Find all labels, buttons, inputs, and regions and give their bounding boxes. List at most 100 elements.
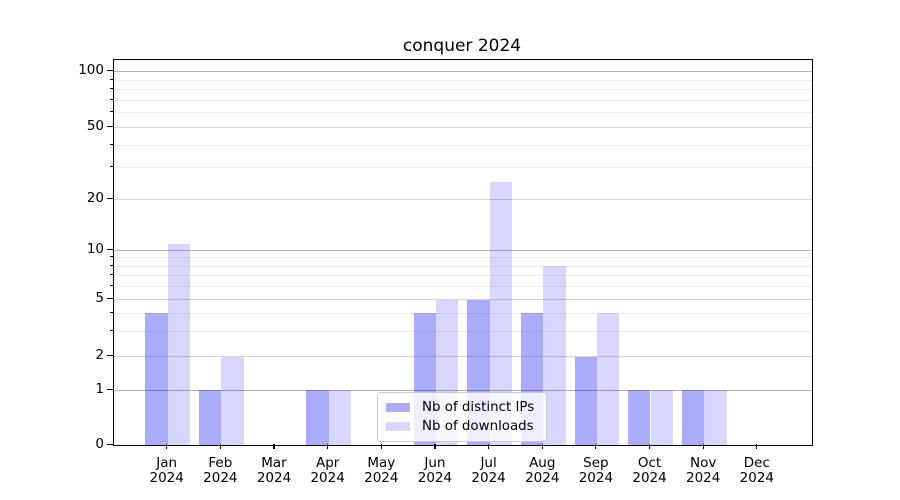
bar-downloads — [650, 390, 673, 445]
chart-title: conquer 2024 — [402, 36, 522, 56]
x-tick-month: Jun — [424, 455, 446, 471]
x-tick-year: 2024 — [149, 469, 184, 486]
x-tick-label: Mar 2024 — [237, 456, 311, 485]
x-tick-year: 2024 — [578, 469, 614, 486]
x-tick-label: Jul 2024 — [452, 456, 526, 485]
x-tick-month: Apr — [315, 455, 340, 471]
x-tick-label: Nov 2024 — [666, 456, 740, 485]
x-tick-label: Jan 2024 — [130, 456, 204, 485]
minor-gridline — [114, 257, 812, 259]
plot-area — [113, 59, 813, 446]
minor-gridline — [114, 99, 812, 101]
y-tick-label: 5 — [95, 290, 104, 306]
x-tick-month: Jan — [156, 455, 178, 471]
x-tick-year: 2024 — [256, 469, 292, 486]
x-tick-label: Sep 2024 — [559, 456, 633, 485]
x-tick-year: 2024 — [686, 469, 721, 486]
x-tick-year: 2024 — [525, 469, 560, 486]
bar-downloads — [328, 390, 351, 445]
y-tickmark — [107, 355, 113, 357]
minor-gridline — [114, 312, 812, 314]
y-minor-tickmark — [110, 329, 113, 331]
y-tickmark — [107, 70, 113, 72]
x-tick-label: Aug 2024 — [505, 456, 579, 485]
x-tick-label: Apr 2024 — [291, 456, 365, 485]
bar-downloads — [543, 266, 566, 445]
y-tick-label: 2 — [95, 347, 104, 363]
bar-downloads — [489, 182, 512, 445]
gridline — [114, 199, 812, 200]
x-tick-month: Oct — [637, 455, 662, 471]
minor-gridline — [114, 112, 812, 114]
x-tick-year: 2024 — [310, 469, 345, 486]
x-tickmark — [595, 444, 597, 449]
x-tick-month: Feb — [208, 455, 233, 471]
legend-item-downloads: Nb of downloads — [386, 418, 538, 434]
y-minor-tickmark — [110, 274, 113, 276]
legend: Nb of distinct IPs Nb of downloads — [377, 392, 547, 442]
bar-distinct-ips — [145, 313, 168, 445]
y-tickmark — [107, 388, 113, 390]
x-tick-label: Oct 2024 — [613, 456, 687, 485]
y-tick-label: 50 — [86, 118, 104, 134]
y-minor-tickmark — [110, 264, 113, 266]
gridline — [114, 250, 812, 251]
x-tick-month: Sep — [583, 455, 609, 471]
y-minor-tickmark — [110, 311, 113, 313]
y-tick-label: 20 — [86, 190, 104, 206]
y-tickmark — [107, 249, 113, 251]
x-tick-month: Nov — [690, 455, 717, 471]
y-minor-tickmark — [110, 111, 113, 113]
y-minor-tickmark — [110, 166, 113, 168]
y-tick-label: 10 — [86, 241, 104, 257]
legend-item-distinct-ips: Nb of distinct IPs — [386, 399, 538, 415]
x-tick-month: May — [367, 455, 396, 471]
x-tick-month: Jul — [480, 455, 497, 471]
legend-label-downloads: Nb of downloads — [422, 418, 534, 434]
bar-distinct-ips — [574, 356, 597, 445]
legend-swatch-downloads — [386, 421, 410, 431]
x-tickmark — [166, 444, 168, 449]
x-tick-label: Feb 2024 — [183, 456, 257, 485]
x-tick-year: 2024 — [364, 469, 399, 486]
gridline — [114, 389, 812, 391]
x-tickmark — [648, 444, 651, 449]
x-tick-year: 2024 — [471, 469, 506, 486]
bar-distinct-ips — [628, 390, 651, 445]
x-tick-year: 2024 — [203, 469, 238, 486]
x-tick-year: 2024 — [632, 469, 667, 486]
y-minor-tickmark — [110, 78, 113, 80]
x-tickmark — [273, 444, 275, 449]
gridline — [114, 71, 812, 72]
gridline — [114, 127, 812, 128]
x-tick-label: Jun 2024 — [398, 456, 472, 485]
x-tick-label: May 2024 — [344, 456, 418, 485]
minor-gridline — [114, 144, 812, 146]
x-tick-month: Mar — [261, 455, 287, 471]
legend-swatch-distinct-ips — [386, 402, 410, 412]
x-tickmark — [434, 444, 436, 449]
legend-label-distinct-ips: Nb of distinct IPs — [422, 399, 535, 415]
x-tickmark — [219, 444, 221, 449]
x-tick-year: 2024 — [417, 469, 453, 486]
bar-distinct-ips — [681, 390, 705, 445]
gridline — [114, 299, 812, 300]
minor-gridline — [114, 79, 812, 81]
bar-downloads — [704, 390, 727, 445]
x-tickmark — [488, 444, 490, 449]
x-tickmark — [702, 444, 704, 449]
y-minor-tickmark — [110, 143, 113, 145]
y-tickmark — [107, 298, 113, 300]
bar-downloads — [167, 243, 191, 445]
bar-downloads — [596, 313, 620, 445]
y-tick-label: 0 — [95, 435, 104, 452]
minor-gridline — [114, 275, 812, 277]
x-tickmark — [380, 444, 382, 449]
x-tick-label: Dec 2024 — [720, 456, 794, 485]
y-minor-tickmark — [110, 285, 113, 287]
minor-gridline — [114, 286, 812, 288]
y-tick-label: 1 — [95, 380, 104, 397]
y-tick-label: 100 — [78, 62, 104, 78]
minor-gridline — [114, 89, 812, 91]
